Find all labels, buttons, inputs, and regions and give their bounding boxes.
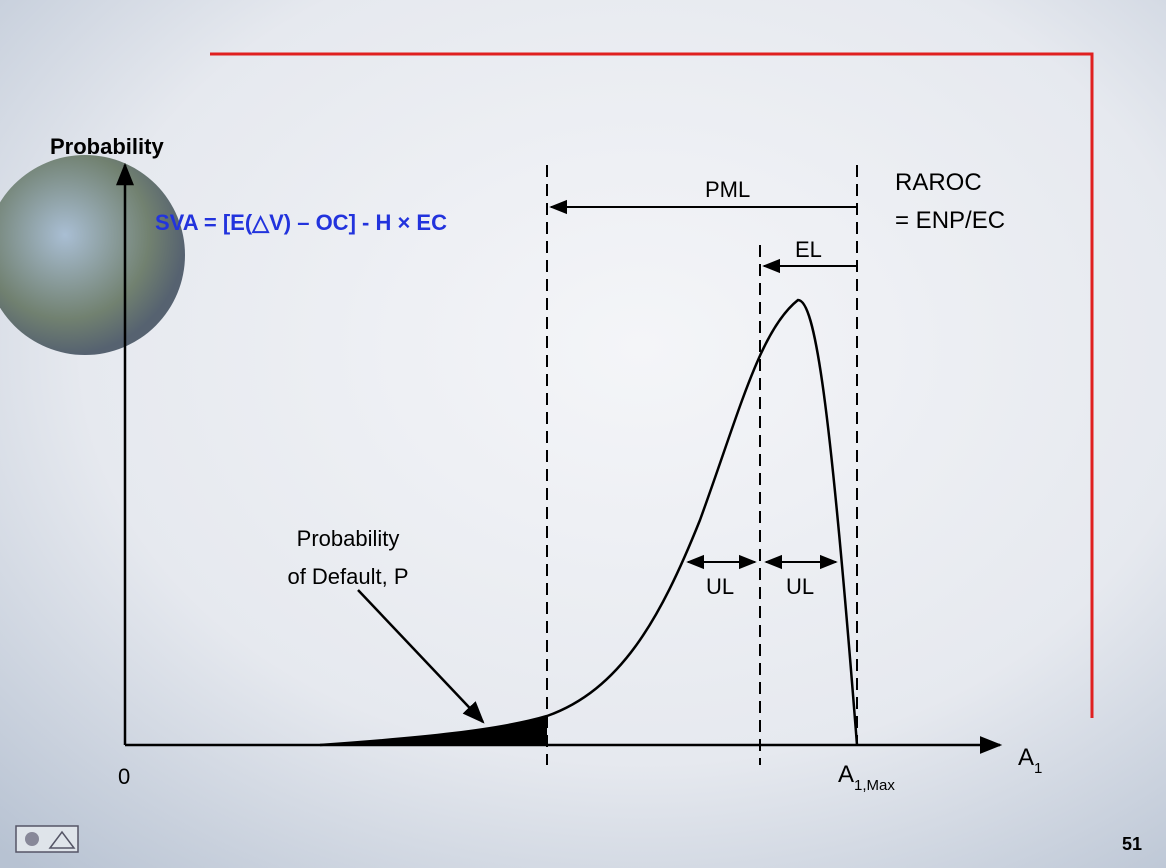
raroc-label: = ENP/EC <box>895 207 1005 234</box>
nav-icon[interactable] <box>25 832 39 846</box>
default-label: of Default, P <box>287 564 408 589</box>
raroc-label: RAROC <box>895 169 982 196</box>
origin-label: 0 <box>118 764 130 789</box>
nav-button[interactable] <box>16 826 78 852</box>
subscript: 1 <box>1034 760 1042 777</box>
base: A <box>838 761 854 788</box>
background <box>0 0 1166 868</box>
slide: Probability SVA = [E(△V) – OC] - H × EC … <box>0 0 1166 868</box>
pml-label: PML <box>705 177 750 202</box>
subscript: 1,Max <box>854 777 895 794</box>
el-label: EL <box>795 237 822 262</box>
ul-label: UL <box>706 574 734 599</box>
page: Probability SVA = [E(△V) – OC] - H × EC … <box>0 0 1166 868</box>
ul-label: UL <box>786 574 814 599</box>
default-label: Probability <box>297 526 400 551</box>
y-axis-label: Probability <box>50 134 164 159</box>
page-number: 51 <box>1122 834 1142 854</box>
formula: SVA = [E(△V) – OC] - H × EC <box>155 210 447 235</box>
base: A <box>1018 744 1034 771</box>
